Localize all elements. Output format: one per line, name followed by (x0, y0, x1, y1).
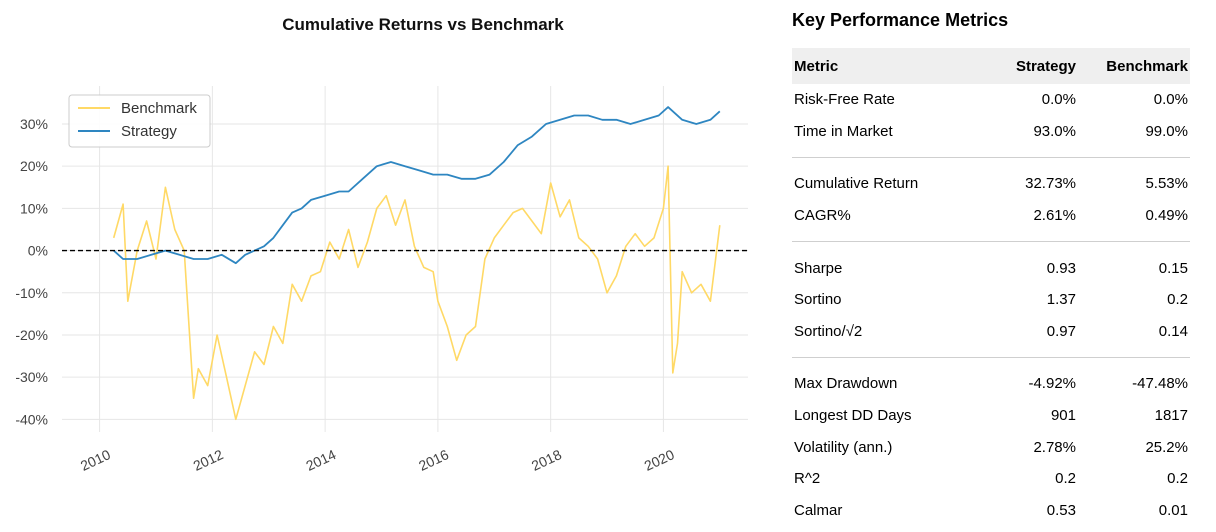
metrics-row: Sharpe 0.93 0.15 (792, 252, 1190, 284)
strategy-value-cell: 2.78% (1033, 438, 1076, 456)
returns-chart: Cumulative Returns vs Benchmark 30% 20% 10%… (15, 15, 748, 474)
metric-name-cell: R^2 (794, 470, 821, 488)
benchmark-value-cell: 25.2% (1145, 438, 1188, 456)
metric-name-cell: Sortino/√2 (794, 322, 863, 340)
returns-chart-svg: Cumulative Returns vs Benchmark 30% 20% 10%… (15, 15, 748, 474)
strategy-value-cell: 0.53 (1046, 501, 1076, 519)
benchmark-column-header: Benchmark (1086, 48, 1190, 84)
metric-name-cell: Sharpe (794, 259, 843, 277)
y-tick-label: 20% (20, 158, 48, 174)
metrics-row: Sortino/√2 0.97 0.14 (792, 316, 1190, 348)
metrics-group-divider (792, 347, 1190, 368)
x-tick-label: 2014 (303, 446, 338, 474)
legend-label: Benchmark (121, 100, 197, 117)
metric-name-cell: Cumulative Return (794, 175, 919, 193)
benchmark-value-cell: 1817 (1154, 407, 1188, 425)
metrics-row: CAGR% 2.61% 0.49% (792, 200, 1190, 232)
strategy-column-header: Strategy (974, 48, 1086, 84)
benchmark-value-cell: 0.0% (1153, 91, 1188, 109)
metric-name-cell: Max Drawdown (794, 375, 898, 393)
metric-name-cell: CAGR% (794, 207, 851, 225)
x-tick-label: 2020 (642, 446, 677, 474)
x-tick-label: 2012 (191, 446, 226, 474)
series-line-benchmark (112, 165, 721, 421)
strategy-value-cell: 93.0% (1033, 122, 1076, 140)
benchmark-value-cell: 0.15 (1158, 259, 1188, 277)
benchmark-value-cell: 5.53% (1145, 175, 1188, 193)
metrics-header-row: Metric Strategy Benchmark (792, 48, 1190, 84)
y-tick-label: -10% (15, 285, 48, 301)
metrics-row: Calmar 0.53 0.01 (792, 495, 1190, 527)
metric-name-cell: Risk-Free Rate (794, 91, 895, 109)
metrics-row: Longest DD Days 901 1817 (792, 400, 1190, 432)
strategy-value-cell: 0.93 (1046, 259, 1076, 277)
metrics-row: Time in Market 93.0% 99.0% (792, 116, 1190, 148)
strategy-value-cell: 2.61% (1033, 207, 1076, 225)
metric-name-cell: Volatility (ann.) (794, 438, 893, 456)
metric-name-cell: Calmar (794, 501, 843, 519)
metrics-title: Key Performance Metrics (792, 10, 1009, 30)
strategy-value-cell: 0.0% (1041, 91, 1076, 109)
y-tick-label: 30% (20, 116, 48, 132)
y-tick-label: -30% (15, 369, 48, 385)
metrics-group-divider (792, 231, 1190, 252)
metrics-row: Sortino 1.37 0.2 (792, 284, 1190, 316)
metrics-row: Max Drawdown -4.92% -47.48% (792, 368, 1190, 400)
metrics-row: Volatility (ann.) 2.78% 25.2% (792, 431, 1190, 463)
x-tick-label: 2016 (416, 446, 451, 474)
metrics-table: Metric Strategy Benchmark Risk-Free Rate… (792, 48, 1190, 526)
y-tick-label: -20% (15, 327, 48, 343)
strategy-value-cell: 901 (1050, 407, 1076, 425)
y-tick-label: 0% (28, 243, 48, 259)
benchmark-value-cell: -47.48% (1132, 375, 1188, 393)
strategy-value-cell: 1.37 (1046, 291, 1076, 309)
metrics-row: Risk-Free Rate 0.0% 0.0% (792, 84, 1190, 116)
benchmark-value-cell: 0.2 (1167, 291, 1188, 309)
metric-column-header: Metric (792, 48, 974, 84)
y-tick-label: -40% (15, 411, 48, 427)
y-tick-label: 10% (20, 200, 48, 216)
x-tick-label: 2010 (78, 446, 113, 474)
metric-name-cell: Sortino (794, 291, 842, 309)
strategy-value-cell: 0.2 (1055, 470, 1076, 488)
legend-label: Strategy (121, 123, 177, 140)
chart-title: Cumulative Returns vs Benchmark (282, 15, 564, 34)
strategy-value-cell: -4.92% (1028, 375, 1076, 393)
benchmark-value-cell: 99.0% (1145, 122, 1188, 140)
series-line-strategy (113, 106, 721, 265)
benchmark-value-cell: 0.14 (1158, 322, 1188, 340)
metric-name-cell: Time in Market (794, 122, 893, 140)
benchmark-value-cell: 0.2 (1167, 470, 1188, 488)
metric-name-cell: Longest DD Days (794, 407, 912, 425)
strategy-value-cell: 32.73% (1025, 175, 1076, 193)
x-tick-label: 2018 (529, 446, 564, 474)
metrics-row: Cumulative Return 32.73% 5.53% (792, 168, 1190, 200)
metrics-row: R^2 0.2 0.2 (792, 463, 1190, 495)
strategy-value-cell: 0.97 (1046, 322, 1076, 340)
benchmark-value-cell: 0.01 (1158, 501, 1188, 519)
benchmark-value-cell: 0.49% (1145, 207, 1188, 225)
metrics-group-divider (792, 147, 1190, 168)
